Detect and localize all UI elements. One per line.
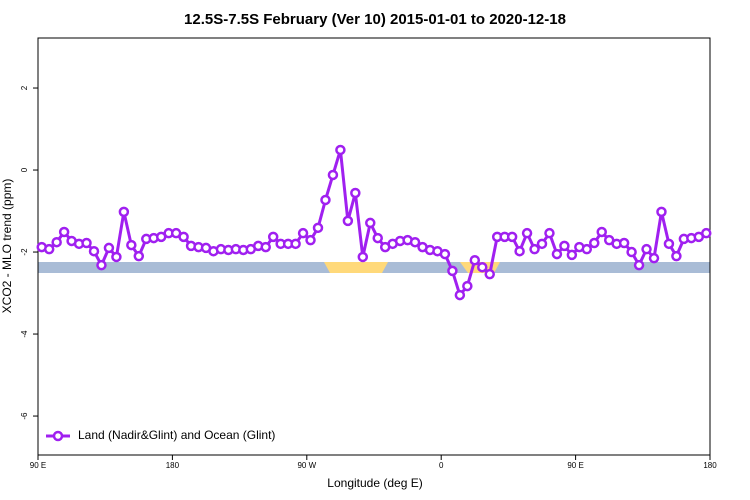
- legend-label: Land (Nadir&Glint) and Ocean (Glint): [78, 428, 275, 442]
- point: [663, 238, 675, 250]
- point: [439, 248, 451, 260]
- point: [290, 238, 301, 250]
- point: [469, 254, 481, 266]
- point: [633, 259, 645, 271]
- y-tick-label: -6: [20, 412, 29, 420]
- y-tick-label: 0: [20, 167, 29, 172]
- land-ocean-band: [38, 262, 710, 273]
- point: [43, 243, 55, 255]
- point: [648, 252, 660, 264]
- y-axis-label: XCO2 - MLO trend (ppm): [0, 179, 14, 314]
- point: [111, 251, 122, 263]
- point: [626, 246, 637, 258]
- x-tick-label: 180: [703, 461, 717, 470]
- x-tick-label: 90 W: [297, 461, 316, 470]
- point: [618, 237, 630, 249]
- point: [544, 227, 555, 239]
- point: [656, 206, 667, 218]
- point: [409, 236, 421, 248]
- point: [312, 222, 324, 234]
- point: [372, 232, 383, 244]
- x-tick-label: 180: [166, 461, 180, 470]
- point: [126, 239, 137, 251]
- point: [551, 248, 563, 260]
- point: [365, 217, 376, 229]
- chart-title: 12.5S-7.5S February (Ver 10) 2015-01-01 …: [184, 11, 566, 28]
- point: [454, 289, 466, 301]
- point: [96, 259, 107, 271]
- x-tick-label: 90 E: [30, 461, 46, 470]
- point: [447, 265, 458, 277]
- point: [327, 169, 339, 181]
- point: [641, 243, 652, 255]
- point: [260, 241, 271, 253]
- point: [559, 240, 570, 252]
- x-tick-label: 0: [439, 461, 444, 470]
- y-tick-label: 2: [20, 85, 29, 90]
- point: [58, 226, 70, 238]
- point: [701, 227, 712, 239]
- point: [462, 280, 473, 292]
- point: [350, 187, 361, 199]
- point: [88, 245, 100, 257]
- point: [521, 227, 533, 239]
- point: [596, 226, 607, 238]
- y-tick-label: -2: [20, 248, 29, 256]
- point: [506, 231, 518, 243]
- point: [514, 245, 525, 257]
- plot-frame: [37, 37, 711, 456]
- point: [103, 242, 115, 254]
- point: [529, 243, 540, 255]
- point: [566, 249, 578, 261]
- point: [133, 250, 145, 262]
- point: [536, 238, 548, 250]
- point: [118, 206, 130, 218]
- x-axis-label: Longitude (deg E): [327, 476, 422, 490]
- point: [51, 236, 62, 248]
- point: [671, 250, 682, 262]
- point: [589, 237, 600, 249]
- point: [267, 231, 279, 243]
- point: [178, 231, 189, 243]
- point: [335, 144, 346, 156]
- land-band: [324, 262, 388, 273]
- point: [581, 243, 593, 255]
- legend-marker: [52, 430, 64, 442]
- point: [342, 215, 354, 227]
- y-tick-label: -4: [20, 330, 29, 338]
- point: [305, 234, 316, 246]
- point: [484, 268, 495, 280]
- point: [357, 251, 369, 263]
- x-tick-label: 90 E: [567, 461, 583, 470]
- point: [477, 261, 488, 273]
- point: [297, 227, 309, 239]
- point: [81, 237, 92, 249]
- point: [320, 194, 331, 206]
